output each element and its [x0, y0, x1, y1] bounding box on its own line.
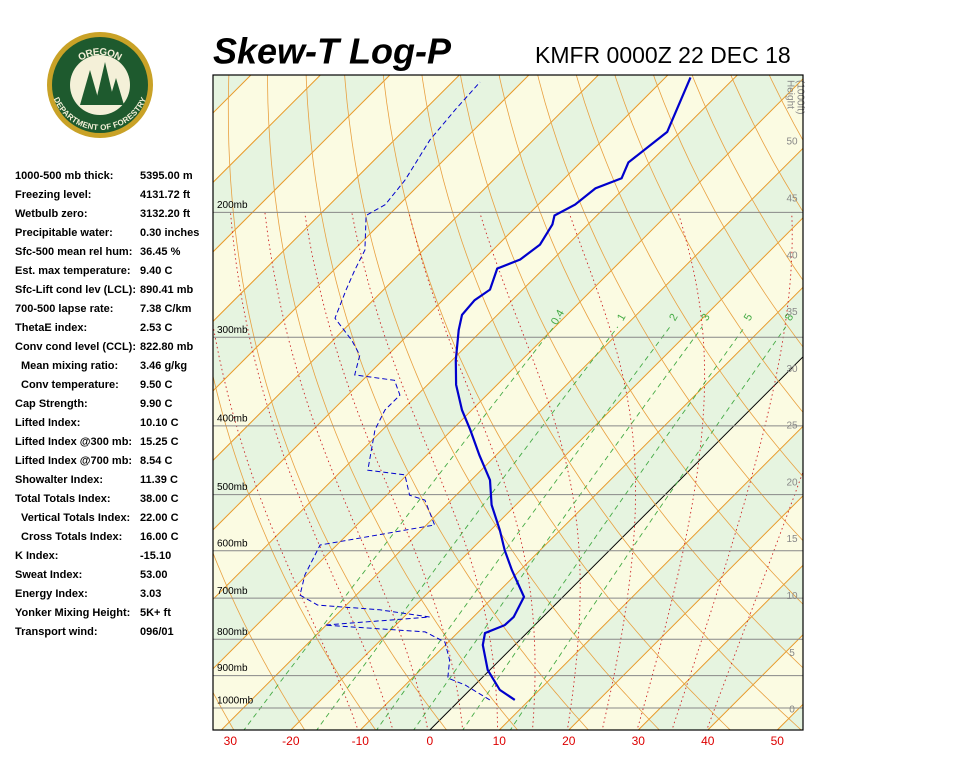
pressure-label: 1000mb	[217, 696, 254, 707]
stat-value: 11.39 C	[140, 474, 178, 486]
stat-label: Showalter Index:	[15, 474, 103, 486]
x-tick-label: 0	[426, 734, 433, 748]
logo: OREGON DEPARTMENT OF FORESTRY	[47, 32, 153, 138]
stat-label: 1000-500 mb thick:	[15, 170, 113, 182]
pressure-label: 200mb	[217, 200, 248, 211]
stat-value: -15.10	[140, 550, 171, 562]
height-axis-label: Height	[784, 80, 795, 109]
stat-value: 9.40 C	[140, 265, 172, 277]
height-tick-label: 25	[786, 421, 798, 432]
stat-label: Conv temperature:	[21, 379, 119, 391]
stat-value: 8.54 C	[140, 455, 172, 467]
height-tick-label: 35	[786, 307, 798, 318]
stat-value: 3132.20 ft	[140, 208, 190, 220]
x-tick-label: 20	[562, 734, 576, 748]
stat-label: Energy Index:	[15, 588, 88, 600]
stat-label: 700-500 lapse rate:	[15, 303, 113, 315]
stat-value: 38.00 C	[140, 493, 179, 505]
stat-value: 3.46 g/kg	[140, 360, 187, 372]
stat-label: Precipitable water:	[15, 227, 113, 239]
stats-table: 1000-500 mb thick: 5395.00 m Freezing leve…	[15, 170, 199, 638]
height-axis-label: (1000ft)	[794, 80, 805, 114]
chart-subtitle: KMFR 0000Z 22 DEC 18	[535, 42, 791, 68]
x-tick-label: 30	[224, 734, 238, 748]
pressure-label: 400mb	[217, 414, 248, 425]
stat-label: Lifted Index:	[15, 417, 80, 429]
pressure-label: 700mb	[217, 586, 248, 597]
stat-value: 5K+ ft	[140, 607, 171, 619]
pressure-label: 900mb	[217, 663, 248, 674]
stat-label: Cap Strength:	[15, 398, 88, 410]
height-tick-label: 5	[789, 648, 795, 659]
stat-value: 22.00 C	[140, 512, 179, 524]
stat-value: 4131.72 ft	[140, 189, 190, 201]
dry-adiabat	[950, 55, 960, 732]
pressure-label: 300mb	[217, 325, 248, 336]
dry-adiabat	[798, 55, 960, 732]
x-tick-label: 40	[701, 734, 715, 748]
x-tick-label: -10	[352, 734, 370, 748]
stat-value: 0.30 inches	[140, 227, 199, 239]
dry-adiabat	[874, 55, 960, 732]
pressure-label: 600mb	[217, 538, 248, 549]
stat-label: Total Totals Index:	[15, 493, 111, 505]
stat-value: 10.10 C	[140, 417, 179, 429]
height-tick-label: 15	[786, 534, 798, 545]
stat-label: Yonker Mixing Height:	[15, 607, 130, 619]
height-tick-label: 50	[786, 137, 798, 148]
stat-value: 53.00	[140, 569, 168, 581]
stat-label: Conv cond level (CCL):	[15, 341, 136, 353]
pressure-label: 500mb	[217, 482, 248, 493]
stat-value: 9.90 C	[140, 398, 172, 410]
height-tick-label: 20	[786, 477, 798, 488]
stat-value: 2.53 C	[140, 322, 172, 334]
pressure-label: 800mb	[217, 627, 248, 638]
height-tick-label: 0	[789, 705, 795, 716]
stat-label: Lifted Index @300 mb:	[15, 436, 132, 448]
dry-adiabat	[836, 55, 960, 732]
stat-value: 5395.00 m	[140, 170, 193, 182]
stat-label: Est. max temperature:	[15, 265, 131, 277]
x-tick-label: 10	[493, 734, 507, 748]
chart-title: Skew-T Log-P	[213, 31, 452, 72]
stat-value: 822.80 mb	[140, 341, 193, 353]
x-tick-label: -20	[282, 734, 300, 748]
stat-label: Mean mixing ratio:	[21, 360, 118, 372]
x-tick-label: 30	[632, 734, 646, 748]
dry-adiabat	[912, 55, 960, 732]
stat-value: 16.00 C	[140, 531, 179, 543]
stat-label: Sweat Index:	[15, 569, 82, 581]
stat-label: K Index:	[15, 550, 58, 562]
stat-label: Freezing level:	[15, 189, 91, 201]
stat-label: Sfc-500 mean rel hum:	[15, 246, 132, 258]
stat-value: 3.03	[140, 588, 161, 600]
height-tick-label: 30	[786, 364, 798, 375]
stat-label: ThetaE index:	[15, 322, 87, 334]
height-tick-label: 40	[786, 250, 798, 261]
stat-value: 15.25 C	[140, 436, 179, 448]
stat-label: Sfc-Lift cond lev (LCL):	[15, 284, 136, 296]
height-tick-label: 45	[786, 193, 798, 204]
stat-label: Transport wind:	[15, 626, 98, 638]
stat-value: 890.41 mb	[140, 284, 193, 296]
stat-label: Vertical Totals Index:	[21, 512, 130, 524]
isotherm-band	[777, 75, 960, 730]
height-tick-label: 10	[786, 591, 798, 602]
isotherm	[777, 75, 960, 730]
stat-label: Lifted Index @700 mb:	[15, 455, 132, 467]
stat-label: Cross Totals Index:	[21, 531, 122, 543]
stat-value: 7.38 C/km	[140, 303, 192, 315]
stat-label: Wetbulb zero:	[15, 208, 88, 220]
stat-value: 9.50 C	[140, 379, 172, 391]
stat-value: 096/01	[140, 626, 174, 638]
x-tick-label: 50	[771, 734, 785, 748]
stat-value: 36.45 %	[140, 246, 181, 258]
